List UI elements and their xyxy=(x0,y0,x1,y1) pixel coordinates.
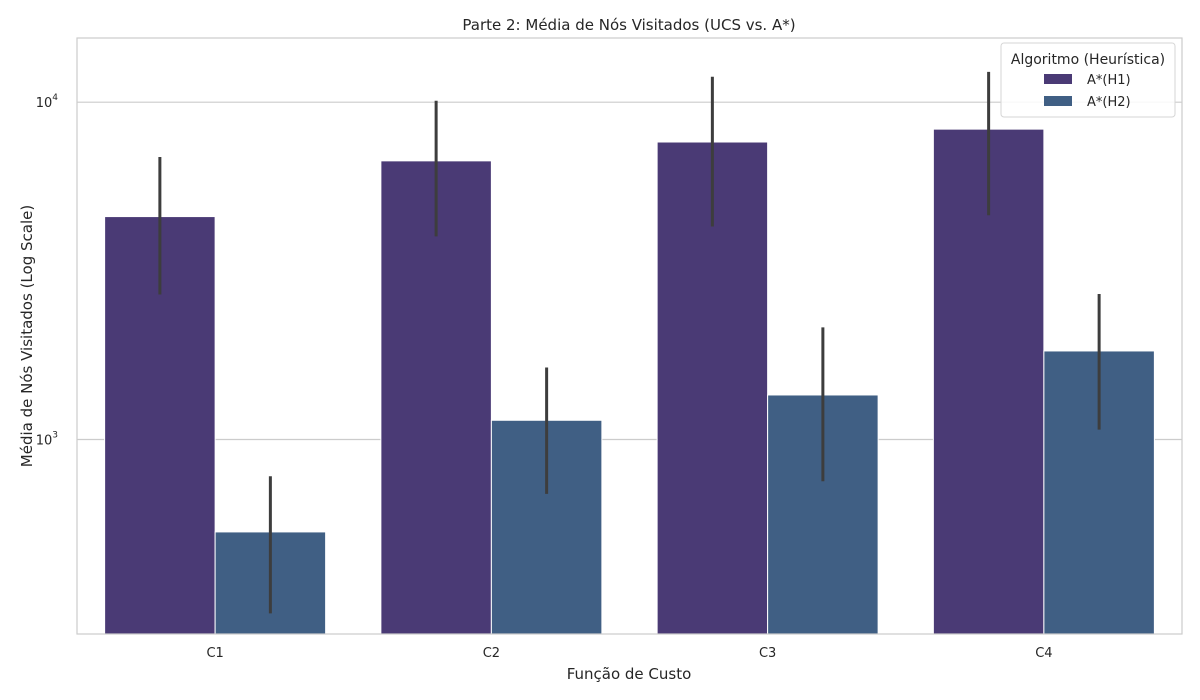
legend-title: Algoritmo (Heurística) xyxy=(1011,52,1165,68)
bars xyxy=(104,128,1155,635)
x-tick-label: C2 xyxy=(483,646,500,661)
plot-frame xyxy=(76,37,1183,635)
x-tick-labels: C1 C2 C3 C4 xyxy=(206,646,1052,661)
y-axis-label: Média de Nós Visitados (Log Scale) xyxy=(18,205,36,467)
legend-label: A*(H2) xyxy=(1087,95,1131,110)
legend-label: A*(H1) xyxy=(1087,73,1131,88)
x-axis-label: Função de Custo xyxy=(567,665,692,683)
x-tick-label: C1 xyxy=(206,646,223,661)
error-bars xyxy=(158,71,1101,614)
y-tick-label: 104 xyxy=(36,93,59,111)
bar-ah1-c2 xyxy=(380,160,492,635)
legend: Algoritmo (Heurística) A*(H1) A*(H2) xyxy=(1000,42,1176,118)
y-tick-labels: 103 104 xyxy=(36,93,59,448)
legend-swatch xyxy=(1044,96,1072,106)
y-tick-label: 103 xyxy=(36,430,58,448)
x-tick-label: C3 xyxy=(759,646,776,661)
legend-swatch xyxy=(1044,74,1072,84)
chart-title: Parte 2: Média de Nós Visitados (UCS vs.… xyxy=(462,16,795,34)
x-tick-label: C4 xyxy=(1035,646,1052,661)
